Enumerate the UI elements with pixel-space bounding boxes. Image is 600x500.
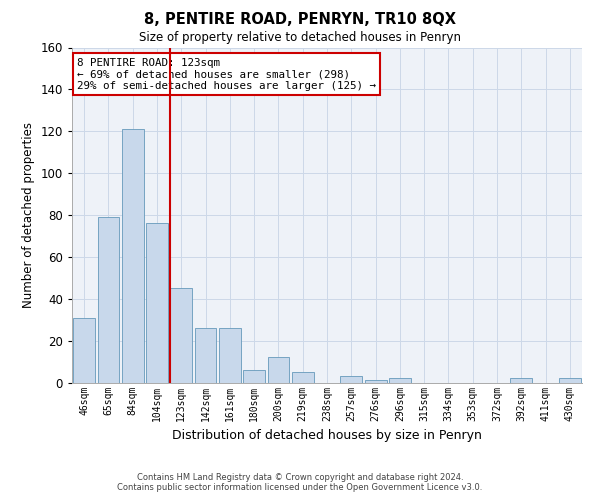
Text: Contains HM Land Registry data © Crown copyright and database right 2024.
Contai: Contains HM Land Registry data © Crown c… [118,473,482,492]
Bar [511,378,532,382]
Y-axis label: Number of detached properties: Number of detached properties [22,122,35,308]
Text: 8 PENTIRE ROAD: 123sqm
← 69% of detached houses are smaller (298)
29% of semi-de: 8 PENTIRE ROAD: 123sqm ← 69% of detached… [77,58,376,91]
Text: 8, PENTIRE ROAD, PENRYN, TR10 8QX: 8, PENTIRE ROAD, PENRYN, TR10 8QX [144,12,456,28]
Bar [146,224,168,382]
Bar [243,370,265,382]
Bar [559,378,581,382]
Bar [292,372,314,382]
X-axis label: Distribution of detached houses by size in Penryn: Distribution of detached houses by size … [172,429,482,442]
Bar [365,380,386,382]
Bar [73,318,95,382]
Bar [219,328,241,382]
Bar [97,217,119,382]
Bar [194,328,217,382]
Text: Size of property relative to detached houses in Penryn: Size of property relative to detached ho… [139,31,461,44]
Bar [340,376,362,382]
Bar [170,288,192,382]
Bar [389,378,411,382]
Bar [122,129,143,382]
Bar [268,358,289,382]
